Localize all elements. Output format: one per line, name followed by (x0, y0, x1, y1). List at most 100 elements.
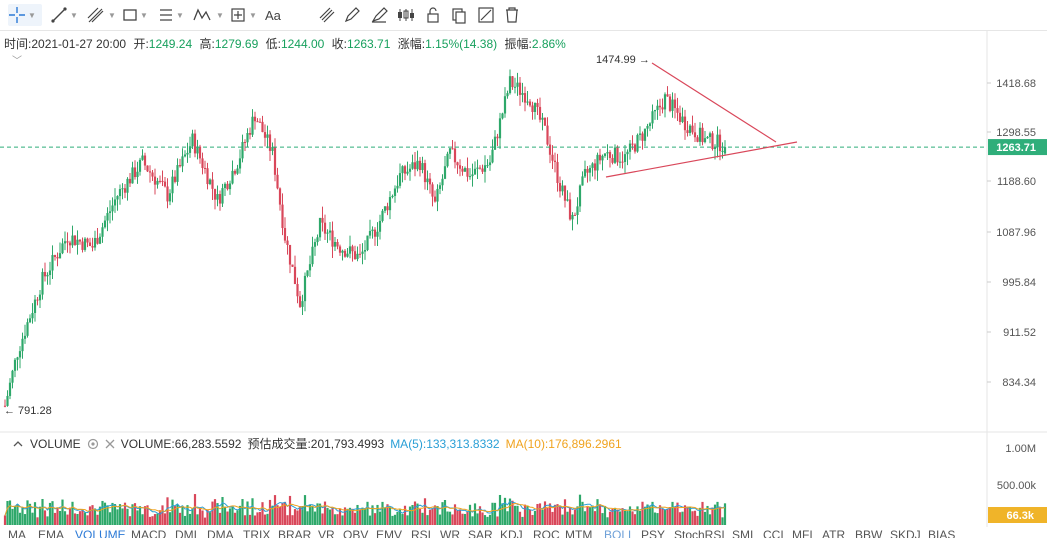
trash-tool[interactable] (504, 4, 520, 26)
collapse-arrow-icon[interactable] (12, 438, 24, 450)
candle-body (571, 214, 574, 220)
indicator-tab-stochrsi[interactable]: StochRSI (674, 528, 725, 538)
volume-bar (228, 508, 232, 525)
channel-tool[interactable]: ▼ (86, 4, 116, 26)
indicator-tab-bias[interactable]: BIAS (928, 528, 956, 538)
magnet-tool[interactable] (318, 4, 336, 26)
lock-tool[interactable] (425, 4, 441, 26)
lower-trendline[interactable] (605, 141, 798, 178)
indicator-tab-skdj[interactable]: SKDJ (890, 528, 921, 538)
volume-bar (566, 511, 569, 525)
indicator-tab-ema[interactable]: EMA (38, 528, 65, 538)
volume-bar (598, 504, 602, 525)
hide-tool[interactable] (477, 4, 495, 26)
indicator-tab-dmi[interactable]: DMI (175, 528, 197, 538)
candle-body (101, 227, 104, 237)
candle-body (318, 217, 322, 238)
settings-icon[interactable] (87, 438, 99, 450)
chevron-down-icon[interactable]: ▼ (108, 10, 116, 20)
chevron-down-icon[interactable]: ▼ (249, 10, 257, 20)
volume-bar (68, 507, 72, 525)
chevron-down-icon[interactable]: ▼ (140, 10, 148, 20)
indicator-tab-cci[interactable]: CCI (763, 528, 784, 538)
candle-body (718, 134, 722, 152)
price-chart[interactable]: 1418.68 1298.55 1188.60 1087.96 995.84 911.52… (0, 31, 1047, 527)
indicator-tab-smi[interactable]: SMI (732, 528, 754, 538)
volume-bar (486, 516, 489, 525)
candle-body (128, 178, 132, 184)
chevron-down-icon[interactable]: ▼ (28, 10, 36, 20)
line-tool[interactable]: ▼ (50, 4, 78, 26)
close-icon[interactable] (105, 439, 115, 449)
volume-bar (211, 501, 214, 525)
fib-tool[interactable]: ▼ (158, 4, 184, 26)
chevron-down-icon[interactable]: ▼ (216, 10, 224, 20)
indicator-tab-ma[interactable]: MA (8, 528, 26, 538)
volume-bar (116, 509, 119, 525)
candle-body (396, 185, 399, 189)
volume-bar (238, 505, 242, 525)
candle-body (106, 213, 109, 221)
indicator-tab-rsi[interactable]: RSI (411, 528, 432, 538)
indicator-tab-mfi[interactable]: MFI (792, 528, 813, 538)
indicator-tab-psy[interactable]: PSY (641, 528, 666, 538)
brush-tool[interactable] (370, 4, 390, 26)
candle-body (136, 171, 139, 178)
volume-bar (653, 512, 657, 525)
indicator-tab-roc[interactable]: ROC (533, 528, 560, 538)
indicator-tab-emv[interactable]: EMV (376, 528, 403, 538)
candle-body (198, 146, 202, 159)
open-value: 1249.24 (148, 37, 193, 51)
candle-body (331, 230, 334, 247)
indicator-tab-dma[interactable]: DMA (207, 528, 234, 538)
collapse-chevron-icon[interactable]: ﹀ (12, 56, 22, 67)
text-tool[interactable]: Aa (265, 4, 281, 26)
measure-tool[interactable]: ▼ (229, 4, 257, 26)
indicator-tab-macd[interactable]: MACD (131, 528, 167, 538)
price-range-tool[interactable] (396, 4, 418, 26)
volume-bar (126, 508, 129, 525)
volume-bar (198, 507, 202, 525)
chevron-down-icon[interactable]: ▼ (176, 10, 184, 20)
volume-bar (431, 508, 434, 525)
change-value: 1.15%(14.38) (425, 37, 498, 51)
indicator-tab-vr[interactable]: VR (318, 528, 335, 538)
volume-bar (436, 506, 439, 525)
chevron-down-icon[interactable]: ▼ (70, 10, 78, 20)
indicator-tab-mtm[interactable]: MTM (565, 528, 593, 538)
high-label: 高: (199, 37, 215, 51)
volume-bar (496, 516, 499, 525)
volume-bar (233, 512, 237, 525)
volume-bar (561, 514, 564, 525)
indicator-tab-wr[interactable]: WR (440, 528, 460, 538)
indicator-tab-boll[interactable]: BOLL (604, 528, 635, 538)
indicator-tab-bbw[interactable]: BBW (855, 528, 883, 538)
candle-body (323, 222, 327, 234)
wave-tool[interactable]: ▼ (192, 4, 224, 26)
candle-body (98, 236, 102, 244)
candle-body (628, 143, 632, 152)
volume-bar (146, 505, 149, 525)
candle-body (83, 238, 87, 250)
volume-bar (501, 503, 504, 525)
crosshair-tool[interactable]: ▼ (8, 4, 42, 26)
upper-trendline[interactable] (651, 62, 777, 143)
volume-bar (528, 509, 532, 525)
indicator-tab-brar[interactable]: BRAR (278, 528, 312, 538)
indicator-tab-atr[interactable]: ATR (822, 528, 846, 538)
indicator-tab-trix[interactable]: TRIX (243, 528, 271, 538)
copy-tool[interactable] (451, 4, 467, 26)
indicator-tab-volume[interactable]: VOLUME (75, 528, 126, 538)
volume-bar (188, 513, 192, 525)
volume-bar (698, 507, 702, 525)
rectangle-tool[interactable]: ▼ (122, 4, 148, 26)
volume-bar (361, 507, 364, 525)
candle-body (383, 206, 387, 211)
indicator-tab-sar[interactable]: SAR (468, 528, 493, 538)
pencil-tool[interactable] (343, 4, 361, 26)
volume-bar (246, 501, 249, 525)
candle-body (661, 107, 664, 110)
indicator-tab-obv[interactable]: OBV (343, 528, 369, 538)
candle-body (671, 99, 674, 111)
indicator-tab-kdj[interactable]: KDJ (500, 528, 523, 538)
